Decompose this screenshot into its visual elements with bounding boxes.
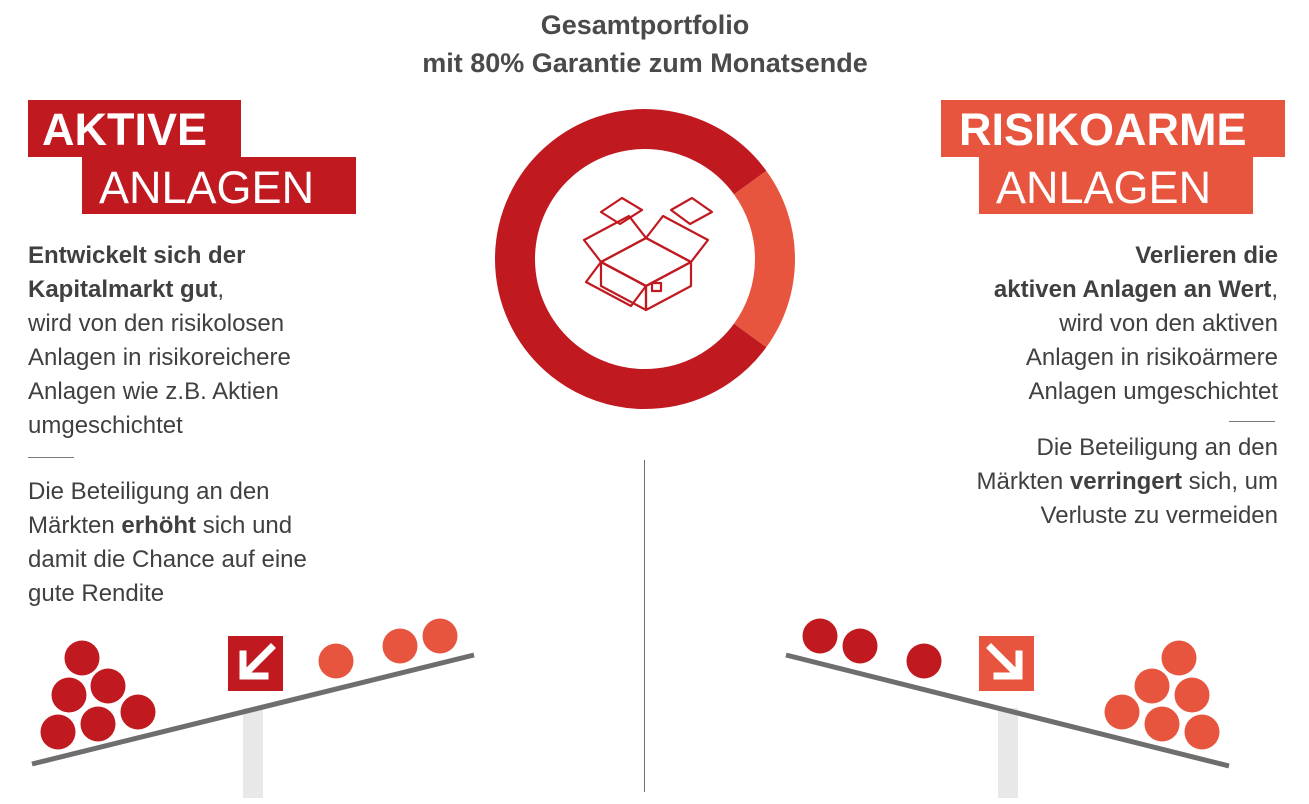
right-bold-1: Verlieren die: [1135, 242, 1278, 269]
left-p2-line-4: gute Rendite: [28, 580, 165, 607]
left-bold-1: Entwickelt sich der: [28, 242, 246, 269]
right-p2-line-3: Verluste zu vermeiden: [1040, 502, 1278, 529]
heading-risikoarme: RISIKOARME: [941, 100, 1285, 157]
right-seesaw-post: [998, 708, 1018, 798]
right-p2-bold: verringert: [1069, 468, 1182, 495]
right-light-balls: [802, 618, 942, 679]
arrow-down-left-icon: [228, 636, 283, 691]
right-seesaw: [785, 618, 1230, 798]
right-rule: [1229, 421, 1275, 422]
left-p2-post: sich und: [196, 512, 293, 539]
right-p2-line-1: Die Beteiligung an den: [1036, 434, 1278, 461]
left-comma: ,: [217, 276, 225, 303]
center-divider: [644, 460, 645, 792]
left-rule: [28, 457, 74, 458]
diagram-title: Gesamtportfolio mit 80% Garantie zum Mon…: [300, 6, 990, 82]
left-p2-line-3: damit die Chance auf eine: [28, 546, 307, 573]
left-paragraph-1: Entwickelt sich der Kapitalmarkt gut, wi…: [28, 239, 291, 443]
right-bold-2: aktiven Anlagen an Wert: [993, 276, 1272, 303]
right-p2-post: sich, um: [1181, 468, 1278, 495]
open-box-icon: [582, 196, 714, 312]
left-line-3: wird von den risikolosen: [28, 310, 285, 337]
right-line-5: Anlagen umgeschichtet: [1028, 378, 1279, 405]
left-light-balls: [318, 618, 458, 679]
left-seesaw-post: [243, 708, 263, 798]
portfolio-donut: [495, 109, 795, 409]
heading-anlagen-left: ANLAGEN: [82, 157, 356, 214]
arrow-down-right-icon: [979, 636, 1034, 691]
donut-segment-low-risk: [733, 170, 795, 348]
heading-anlagen-right: ANLAGEN: [979, 157, 1253, 214]
right-p2-pre: Märkten: [976, 468, 1070, 495]
left-p2-pre: Märkten: [28, 512, 122, 539]
donut-segment-active: [495, 109, 767, 409]
right-heavy-balls: [1104, 640, 1220, 750]
left-p2-bold: erhöht: [121, 512, 197, 539]
left-bold-2: Kapitalmarkt gut: [28, 276, 218, 303]
right-line-4: Anlagen in risikoärmere: [1025, 344, 1278, 371]
left-p2-line-1: Die Beteiligung an den: [28, 478, 270, 505]
left-line-6: umgeschichtet: [28, 412, 183, 439]
title-line-2: mit 80% Garantie zum Monatsende: [422, 48, 868, 78]
right-line-3: wird von den aktiven: [1059, 310, 1278, 337]
right-paragraph-1: Verlieren die aktiven Anlagen an Wert, w…: [994, 239, 1278, 409]
title-line-1: Gesamtportfolio: [540, 10, 750, 40]
left-line-4: Anlagen in risikoreichere: [28, 344, 291, 371]
heading-aktive: AKTIVE: [28, 100, 241, 157]
right-seesaw-beam: [785, 652, 1230, 769]
left-seesaw: [31, 618, 475, 798]
right-comma: ,: [1271, 276, 1278, 303]
left-line-5: Anlagen wie z.B. Aktien: [28, 378, 279, 405]
left-seesaw-beam: [31, 652, 475, 767]
right-paragraph-2: Die Beteiligung an den Märkten verringer…: [977, 431, 1278, 533]
left-heavy-balls: [40, 640, 156, 750]
left-paragraph-2: Die Beteiligung an den Märkten erhöht si…: [28, 475, 307, 611]
